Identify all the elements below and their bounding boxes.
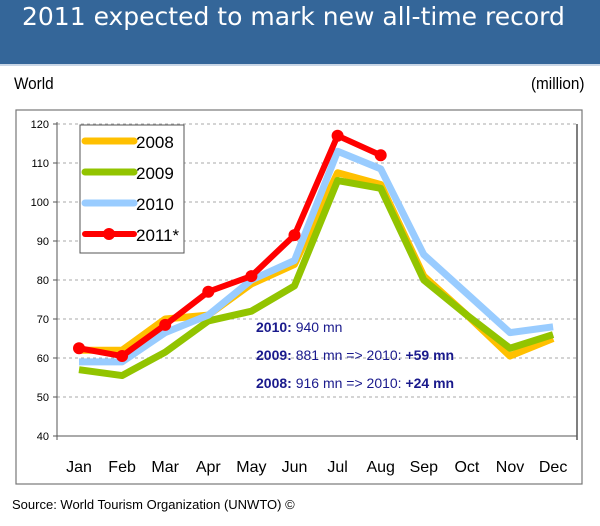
y-tick-label: 100 [31, 197, 49, 209]
x-tick-label: Apr [196, 459, 222, 476]
series-line-2010 [79, 147, 554, 366]
y-tick-label: 60 [37, 353, 49, 365]
x-tick-label: Mar [151, 459, 179, 476]
data-point [73, 342, 85, 355]
x-tick-label: Jan [66, 459, 92, 476]
y-tick-label: 120 [31, 119, 49, 131]
annotation-text: 2009: 881 mn => 2010: +59 mn [256, 347, 454, 363]
x-tick-label: Jun [282, 459, 308, 476]
series-line-2009 [78, 177, 555, 380]
annotation-text: 2008: 916 mn => 2010: +24 mn [256, 375, 454, 391]
legend-marker [103, 228, 115, 240]
y-tick-label: 90 [37, 236, 49, 248]
x-tick-label: Oct [454, 459, 479, 476]
y-tick-label: 70 [37, 314, 49, 326]
page-title: 2011 expected to mark new all-time recor… [22, 2, 565, 31]
annotation-text: 2010: 940 mn [256, 319, 342, 335]
data-point [331, 129, 344, 142]
data-point [202, 285, 215, 298]
x-tick-label: Aug [366, 459, 394, 476]
legend-label: 2010 [136, 195, 174, 214]
x-tick-label: May [236, 459, 266, 476]
x-tick-label: Dec [539, 459, 567, 476]
y-tick-label: 110 [31, 158, 49, 170]
y-tick-label: 80 [37, 275, 49, 287]
header-band: 2011 expected to mark new all-time recor… [0, 0, 600, 66]
x-tick-label: Feb [108, 459, 136, 476]
data-point [374, 149, 387, 162]
unit-label: (million) [530, 74, 584, 93]
series-line-2011 [78, 132, 382, 360]
x-tick-label: Sep [410, 459, 439, 476]
annotations: 2010: 940 mn 2009: 881 mn => 2010: +59 mn… [256, 319, 454, 391]
data-point [159, 318, 172, 331]
data-point [245, 270, 258, 283]
y-tick-label: 40 [37, 431, 49, 443]
legend: 2008 2009 2010 2011* [79, 124, 185, 254]
region-label: World [14, 74, 54, 93]
y-tick-label: 50 [37, 392, 49, 404]
x-tick-label: Jul [327, 459, 347, 476]
legend-label: 2009 [136, 164, 174, 183]
x-tick-label: Nov [496, 459, 524, 476]
data-point [116, 350, 129, 363]
chart-frame [15, 109, 583, 485]
data-point [288, 229, 301, 242]
legend-label: 2011* [136, 226, 180, 245]
source-note: Source: World Tourism Organization (UNWT… [12, 497, 295, 512]
legend-label: 2008 [136, 133, 174, 152]
